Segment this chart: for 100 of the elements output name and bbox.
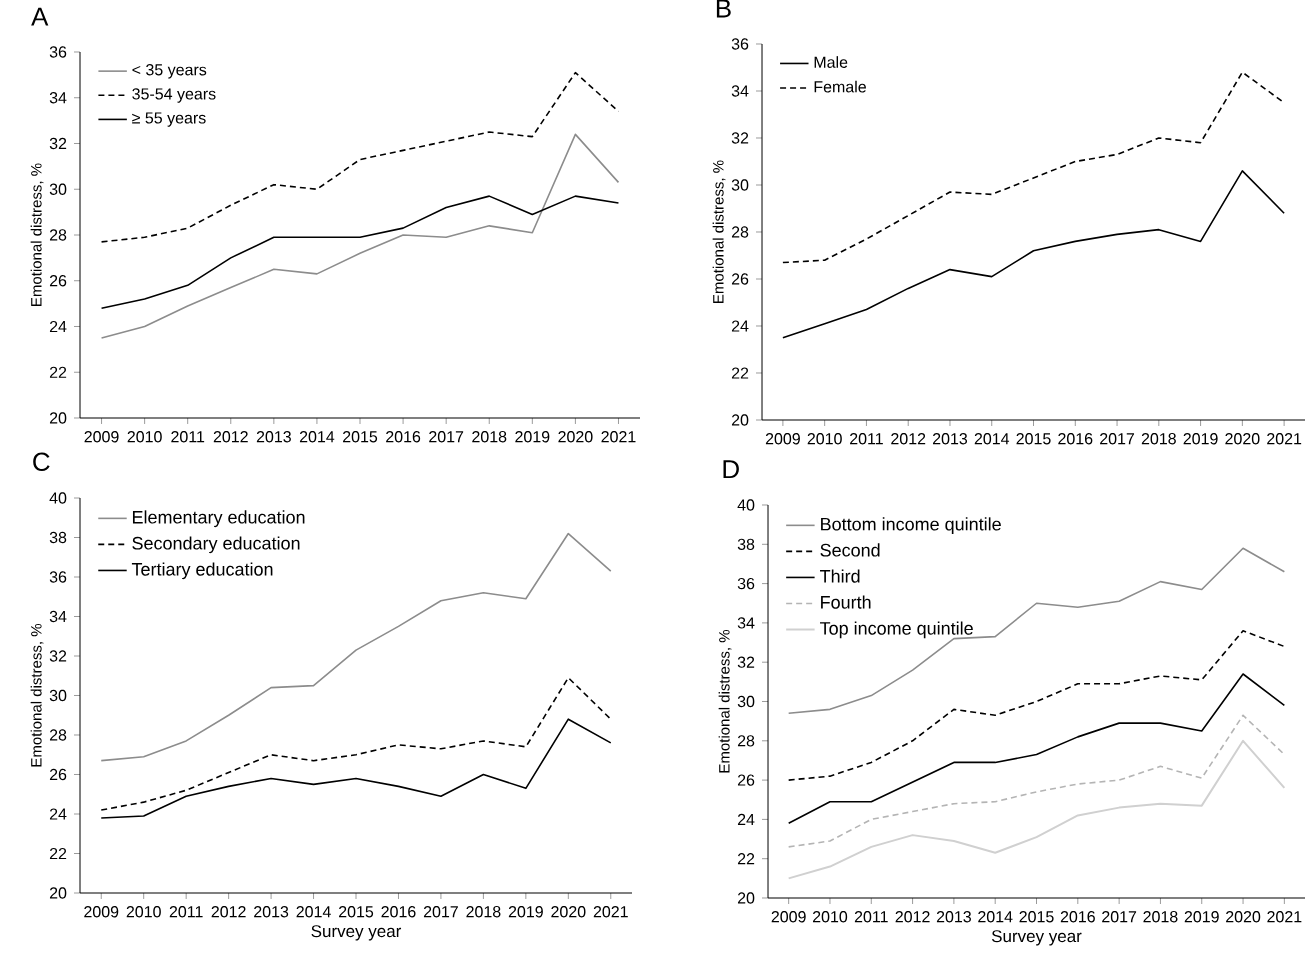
x-tick-label: 2014	[296, 906, 331, 918]
y-tick-label: 20	[731, 414, 749, 426]
x-tick-label: 2017	[429, 431, 464, 443]
x-tick-label: 2014	[299, 431, 335, 443]
line-series	[100, 133, 620, 339]
x-tick-label: 2011	[171, 431, 205, 443]
legend-label: 35-54 years	[132, 88, 216, 103]
y-tick-label: 30	[49, 183, 67, 195]
legend-label: Secondary education	[132, 536, 300, 554]
y-tick-label: 30	[49, 689, 67, 702]
y-tick-label: 28	[49, 729, 67, 741]
x-tick-label: 2021	[1267, 911, 1302, 923]
x-tick-label: 2009	[84, 431, 119, 443]
y-tick-label: 26	[737, 774, 755, 786]
x-tick-label: 2016	[1058, 433, 1093, 445]
x-tick-label: 2021	[1267, 433, 1302, 445]
legend-label: Female	[814, 80, 866, 93]
legend-label: Bottom income quintile	[821, 517, 1001, 535]
x-tick-label: 2010	[812, 911, 848, 923]
y-tick-label: 28	[737, 735, 755, 747]
x-tick-label: 2018	[1141, 433, 1176, 445]
x-tick-label: 2016	[1060, 911, 1095, 923]
y-tick-label: 38	[49, 531, 67, 544]
x-tick-label: 2019	[1184, 911, 1219, 923]
legend-label: Elementary education	[132, 510, 305, 528]
x-tick-label: 2020	[1225, 433, 1260, 445]
x-tick-label: 2019	[1183, 433, 1218, 445]
line-series	[782, 170, 1285, 339]
y-tick-label: 36	[49, 571, 67, 583]
y-tick-label: 34	[731, 85, 749, 97]
x-tick-label: 2009	[771, 911, 806, 923]
y-tick-label: 40	[49, 492, 67, 504]
y-tick-label: 38	[737, 538, 755, 550]
y-tick-label: 36	[737, 577, 755, 590]
line-series	[787, 739, 1286, 880]
line-series	[100, 676, 612, 811]
y-tick-label: 22	[731, 367, 749, 379]
y-tick-label: 26	[731, 273, 749, 285]
chart-title: D	[723, 460, 739, 479]
x-tick-label: 2015	[1019, 911, 1054, 923]
y-tick-label: 34	[49, 610, 67, 623]
y-tick-label: 22	[737, 853, 755, 865]
x-tick-label: 2018	[472, 431, 507, 443]
x-tick-label: 2018	[466, 906, 501, 918]
y-tick-label: 30	[737, 695, 755, 708]
x-tick-label: 2019	[515, 431, 550, 443]
line-series	[782, 71, 1285, 264]
x-tick-label: 2015	[1016, 433, 1051, 445]
x-tick-label: 2020	[551, 906, 586, 918]
y-tick-label: 24	[731, 320, 749, 332]
x-tick-label: 2017	[423, 906, 458, 918]
x-tick-label: 2015	[339, 906, 374, 918]
x-tick-label: 2011	[169, 906, 203, 918]
line-series	[100, 532, 612, 762]
x-tick-label: 2010	[807, 433, 842, 445]
y-axis-title: Emotional distress, %	[30, 623, 44, 767]
x-tick-label: 2011	[850, 433, 883, 445]
x-axis-title: Survey year	[311, 925, 402, 941]
legend-label: < 35 years	[132, 64, 207, 79]
y-tick-label: 20	[737, 892, 755, 904]
y-axis-title: Emotional distress, %	[718, 629, 732, 773]
x-tick-label: 2013	[256, 431, 291, 443]
y-tick-label: 28	[731, 226, 749, 238]
y-tick-label: 36	[731, 38, 749, 50]
y-tick-label: 24	[49, 808, 67, 820]
y-tick-label: 32	[49, 650, 67, 662]
x-tick-label: 2012	[213, 431, 248, 443]
x-tick-label: 2012	[891, 433, 926, 445]
x-tick-label: 2016	[381, 906, 416, 918]
y-tick-label: 32	[49, 137, 67, 150]
x-tick-label: 2013	[936, 911, 971, 923]
x-tick-label: 2014	[978, 911, 1013, 923]
x-tick-label: 2013	[932, 433, 968, 445]
legend-label: ≥ 55 years	[132, 112, 206, 127]
y-tick-label: 24	[49, 320, 67, 333]
chart-title: A	[31, 7, 49, 26]
y-tick-label: 20	[49, 887, 67, 899]
chart-title: B	[716, 0, 731, 18]
x-tick-label: 2017	[1100, 433, 1135, 445]
y-tick-label: 30	[731, 179, 749, 191]
y-tick-label: 40	[737, 499, 755, 511]
legend-label: Second	[820, 543, 880, 557]
x-tick-label: 2011	[854, 911, 888, 923]
x-tick-label: 2012	[211, 906, 246, 918]
x-tick-label: 2020	[1226, 911, 1261, 923]
x-tick-label: 2015	[343, 431, 378, 443]
x-tick-label: 2010	[127, 431, 162, 443]
x-tick-label: 2017	[1102, 911, 1137, 923]
x-tick-label: 2016	[386, 431, 421, 443]
x-tick-label: 2009	[84, 906, 119, 918]
y-axis-title: Emotional distress, %	[712, 160, 726, 303]
x-tick-label: 2021	[601, 431, 636, 443]
y-tick-label: 32	[731, 132, 749, 144]
x-tick-label: 2019	[508, 906, 543, 918]
x-tick-label: 2012	[895, 911, 930, 923]
y-axis-title: Emotional distress, %	[30, 163, 44, 306]
y-tick-label: 22	[49, 366, 67, 378]
y-tick-label: 28	[49, 229, 67, 241]
y-tick-label: 24	[737, 813, 755, 825]
chart-title: C	[33, 452, 50, 472]
